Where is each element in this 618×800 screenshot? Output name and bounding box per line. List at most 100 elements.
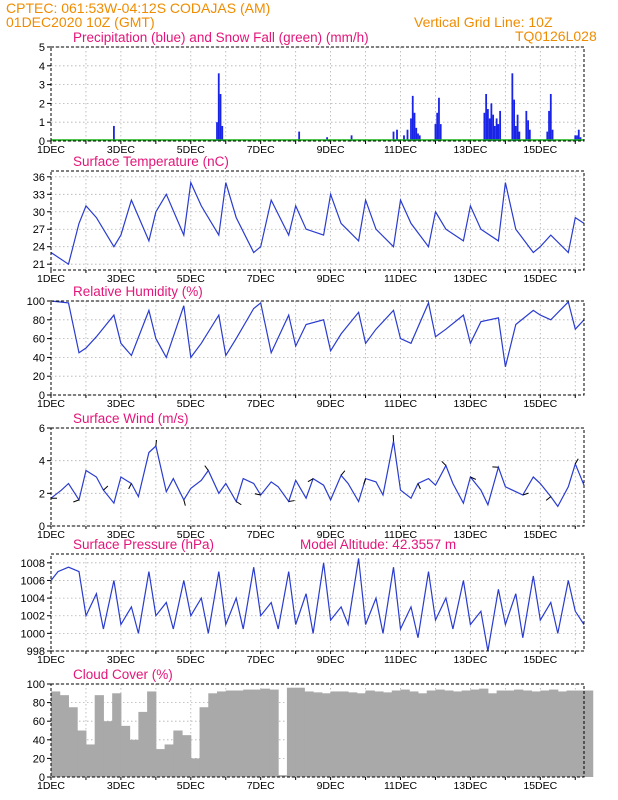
x-tick-label: 9DEC	[317, 144, 345, 156]
panel-frame	[50, 300, 585, 396]
y-tick-label: 0	[39, 521, 45, 533]
panel-5: 0 20 40 60 80 100 1DEC 3DEC 5DEC 7DEC 9DEC 11DEC 13D…	[27, 667, 594, 792]
precip-bar	[490, 103, 493, 141]
x-tick-label: 3DEC	[107, 780, 135, 792]
cloud-cover-bar	[348, 692, 358, 777]
model-altitude-label: Model Altitude: 42.3557 m	[300, 537, 456, 552]
y-tick-label: 80	[33, 315, 45, 327]
cloud-cover-bar	[94, 695, 104, 777]
y-tick-label: 1	[39, 117, 45, 129]
x-tick-label: 15DEC	[523, 398, 557, 410]
cloud-cover-bar	[479, 688, 489, 777]
precip-bar	[411, 95, 414, 141]
precip-bar	[528, 129, 531, 141]
x-tick-label: 9DEC	[317, 780, 345, 792]
y-tick-label: 1002	[21, 611, 45, 623]
precip-bar	[495, 118, 498, 141]
x-tick-label: 7DEC	[247, 529, 275, 541]
wind-arrow	[288, 500, 295, 502]
x-tick-label: 11DEC	[384, 780, 417, 792]
cloud-cover-bar	[566, 690, 576, 777]
wind-arrow	[128, 483, 132, 490]
precip-bar	[403, 135, 405, 141]
cloud-cover-bar	[426, 690, 436, 777]
x-tick-label: 13DEC	[453, 780, 487, 792]
cloud-cover-bar	[417, 693, 428, 777]
precip-bar	[549, 94, 552, 141]
cloud-cover-bar	[173, 730, 183, 777]
precip-bar	[326, 137, 329, 141]
cloud-cover-bar	[278, 775, 288, 777]
precip-bar	[492, 114, 495, 141]
x-tick-label: 11DEC	[384, 398, 417, 410]
precip-bar	[221, 125, 224, 141]
header-station: CPTEC: 061:53W-04:12S CODAJAS (AM)	[6, 0, 270, 16]
cloud-cover-bar	[199, 707, 209, 777]
precip-bar	[577, 129, 580, 141]
x-tick-label: 13DEC	[453, 144, 487, 156]
precip-bar	[579, 137, 582, 141]
x-tick-label: 1DEC	[37, 654, 65, 666]
x-tick-label: 5DEC	[177, 144, 205, 156]
panel-frame	[50, 683, 585, 778]
wind-arrow	[103, 485, 109, 491]
y-tick-label: 24	[33, 242, 45, 254]
wind-arrow	[235, 501, 242, 506]
cloud-cover-bar	[391, 690, 402, 777]
panel-0: 0 1 2 3 4 5 1DEC 3DEC 5DEC 7DEC 9DEC 11DEC 13DEC 15DE…	[37, 30, 585, 156]
y-tick-label: 40	[33, 352, 45, 364]
precip-bar	[434, 124, 437, 141]
x-tick-label: 1DEC	[37, 144, 65, 156]
y-tick-label: 80	[33, 698, 45, 710]
precip-bar	[551, 129, 554, 141]
cloud-cover-bar	[234, 690, 244, 777]
y-tick-label: 998	[27, 646, 45, 658]
wind-arrow	[254, 493, 261, 496]
precip-bar	[413, 112, 416, 141]
precip-bar	[436, 112, 439, 141]
x-tick-label: 5DEC	[177, 529, 205, 541]
x-tick-label: 7DEC	[247, 654, 275, 666]
cloud-cover-bar	[339, 691, 349, 777]
y-tick-label: 1000	[21, 628, 45, 640]
panel-title: Surface Pressure (hPa)	[73, 537, 214, 552]
x-tick-label: 15DEC	[523, 273, 557, 285]
cloud-cover-bar	[313, 692, 323, 777]
cloud-cover-bar	[59, 695, 69, 777]
header-date: 01DEC2020 10Z (GMT)	[6, 14, 155, 30]
precip-bar	[418, 135, 421, 141]
precip-bar	[511, 73, 514, 141]
y-tick-label: 5	[39, 42, 45, 54]
y-tick-label: 2	[39, 98, 45, 110]
cloud-cover-bar	[584, 690, 594, 777]
cloud-cover-bar	[330, 691, 340, 777]
precip-bar	[417, 133, 419, 141]
y-tick-label: 4	[39, 61, 45, 73]
cloud-cover-bar	[383, 692, 393, 777]
x-tick-label: 11DEC	[384, 144, 417, 156]
cloud-cover-bar	[269, 689, 279, 777]
precip-bar	[497, 124, 500, 141]
cloud-cover-bar	[138, 711, 148, 777]
cloud-cover-bar	[522, 690, 533, 777]
precip-bar	[513, 99, 515, 141]
cloud-cover-bar	[225, 690, 235, 777]
x-tick-label: 9DEC	[317, 273, 345, 285]
x-tick-label: 13DEC	[453, 529, 487, 541]
x-tick-label: 13DEC	[453, 398, 487, 410]
precip-bar	[406, 129, 409, 141]
precip-bar	[485, 94, 488, 141]
x-tick-label: 1DEC	[37, 398, 65, 410]
cloud-cover-bar	[365, 690, 375, 777]
x-tick-label: 15DEC	[523, 529, 557, 541]
wind-arrow	[363, 478, 367, 485]
x-tick-label: 3DEC	[107, 273, 135, 285]
x-tick-label: 9DEC	[317, 654, 345, 666]
precip-bar	[439, 124, 442, 141]
y-tick-label: 100	[27, 296, 45, 308]
precip-bar	[576, 135, 578, 141]
cloud-cover-bar	[400, 689, 410, 777]
cloud-cover-bar	[208, 693, 218, 777]
cloud-cover-bar	[444, 690, 454, 777]
cloud-cover-bar	[435, 689, 445, 777]
